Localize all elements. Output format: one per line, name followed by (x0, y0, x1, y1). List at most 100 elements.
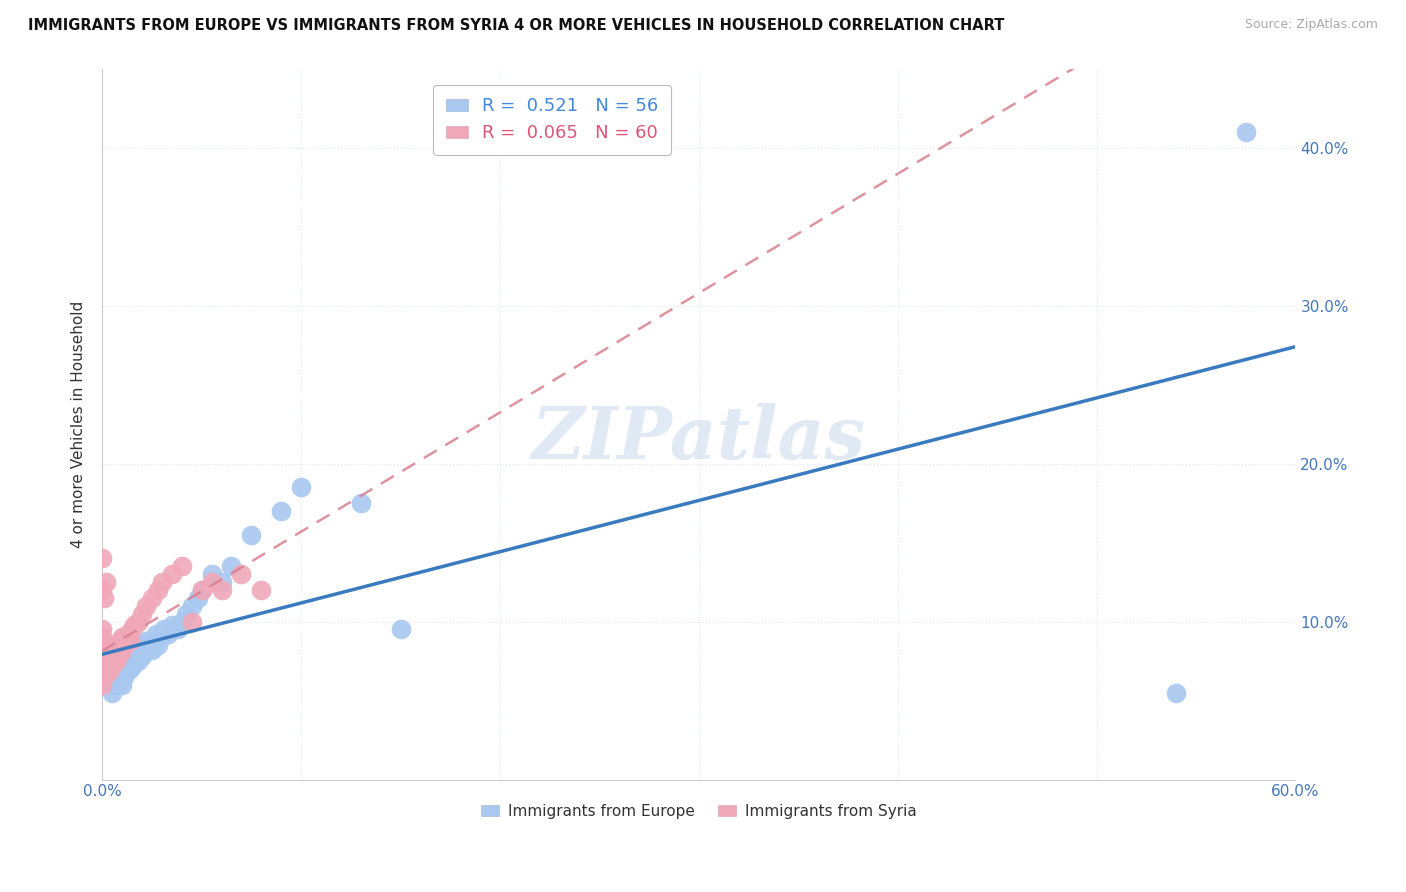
Point (122, 654, 145, 668)
Point (141, 591, 163, 605)
Point (160, 567, 183, 582)
Legend: Immigrants from Europe, Immigrants from Syria: Immigrants from Europe, Immigrants from … (474, 798, 924, 825)
Point (91, 658, 114, 673)
Point (101, 670, 124, 684)
Point (1166, 686, 1188, 700)
Point (93, 662, 115, 676)
Point (250, 582, 273, 597)
Point (93, 591, 115, 605)
Point (108, 646, 131, 660)
Point (117, 627, 139, 641)
Point (200, 575, 222, 590)
Point (389, 623, 412, 637)
Point (211, 582, 233, 597)
Point (117, 662, 139, 676)
Point (91, 662, 114, 676)
Point (91, 654, 114, 668)
Point (190, 582, 212, 597)
Point (103, 678, 125, 692)
Point (290, 480, 312, 494)
Point (131, 607, 153, 621)
Point (103, 654, 125, 668)
Text: ZIPatlas: ZIPatlas (531, 403, 866, 474)
Point (101, 658, 124, 673)
Point (108, 670, 131, 684)
Point (93, 654, 115, 668)
Point (105, 662, 128, 676)
Point (96, 575, 118, 590)
Point (91, 649, 114, 664)
Point (115, 665, 138, 680)
Point (270, 504, 292, 518)
Point (131, 638, 153, 652)
Point (153, 623, 176, 637)
Point (112, 654, 135, 668)
Point (91, 638, 114, 652)
Point (96, 649, 118, 664)
Point (91, 551, 114, 566)
Point (127, 654, 149, 668)
Point (200, 567, 222, 582)
Point (221, 559, 243, 574)
Point (98, 646, 121, 660)
Point (180, 599, 202, 613)
Point (91, 582, 114, 597)
Point (146, 582, 169, 597)
Point (121, 646, 143, 660)
Point (240, 527, 263, 541)
Y-axis label: 4 or more Vehicles in Household: 4 or more Vehicles in Household (72, 301, 86, 548)
Point (91, 646, 114, 660)
Point (131, 649, 153, 664)
Point (96, 638, 118, 652)
Point (142, 633, 165, 648)
Point (97, 658, 120, 673)
Point (105, 654, 128, 668)
Point (98, 662, 121, 676)
Point (127, 646, 149, 660)
Point (107, 638, 129, 652)
Point (118, 649, 141, 664)
Point (108, 633, 131, 648)
Point (135, 599, 157, 613)
Point (111, 643, 134, 657)
Point (211, 575, 233, 590)
Point (96, 665, 118, 680)
Point (112, 670, 135, 684)
Point (180, 615, 202, 629)
Point (141, 643, 163, 657)
Point (118, 662, 141, 676)
Point (107, 649, 129, 664)
Point (117, 654, 139, 668)
Point (127, 615, 149, 629)
Point (107, 678, 129, 692)
Point (121, 623, 143, 637)
Point (122, 617, 145, 632)
Point (122, 643, 145, 657)
Point (111, 678, 134, 692)
Point (96, 658, 118, 673)
Point (132, 646, 155, 660)
Point (145, 627, 167, 641)
Point (129, 643, 152, 657)
Point (111, 631, 134, 645)
Point (170, 559, 193, 574)
Point (103, 646, 125, 660)
Point (160, 617, 183, 632)
Point (166, 623, 188, 637)
Point (115, 658, 138, 673)
Text: Source: ZipAtlas.com: Source: ZipAtlas.com (1244, 18, 1378, 31)
Point (111, 662, 134, 676)
Point (101, 649, 124, 664)
Point (170, 615, 193, 629)
Point (107, 654, 129, 668)
Point (1234, 125, 1257, 139)
Point (97, 643, 120, 657)
Point (101, 686, 124, 700)
Point (91, 670, 114, 684)
Point (91, 678, 114, 692)
Point (125, 649, 148, 664)
Point (93, 670, 115, 684)
Point (101, 638, 124, 652)
Point (231, 567, 253, 582)
Point (156, 627, 179, 641)
